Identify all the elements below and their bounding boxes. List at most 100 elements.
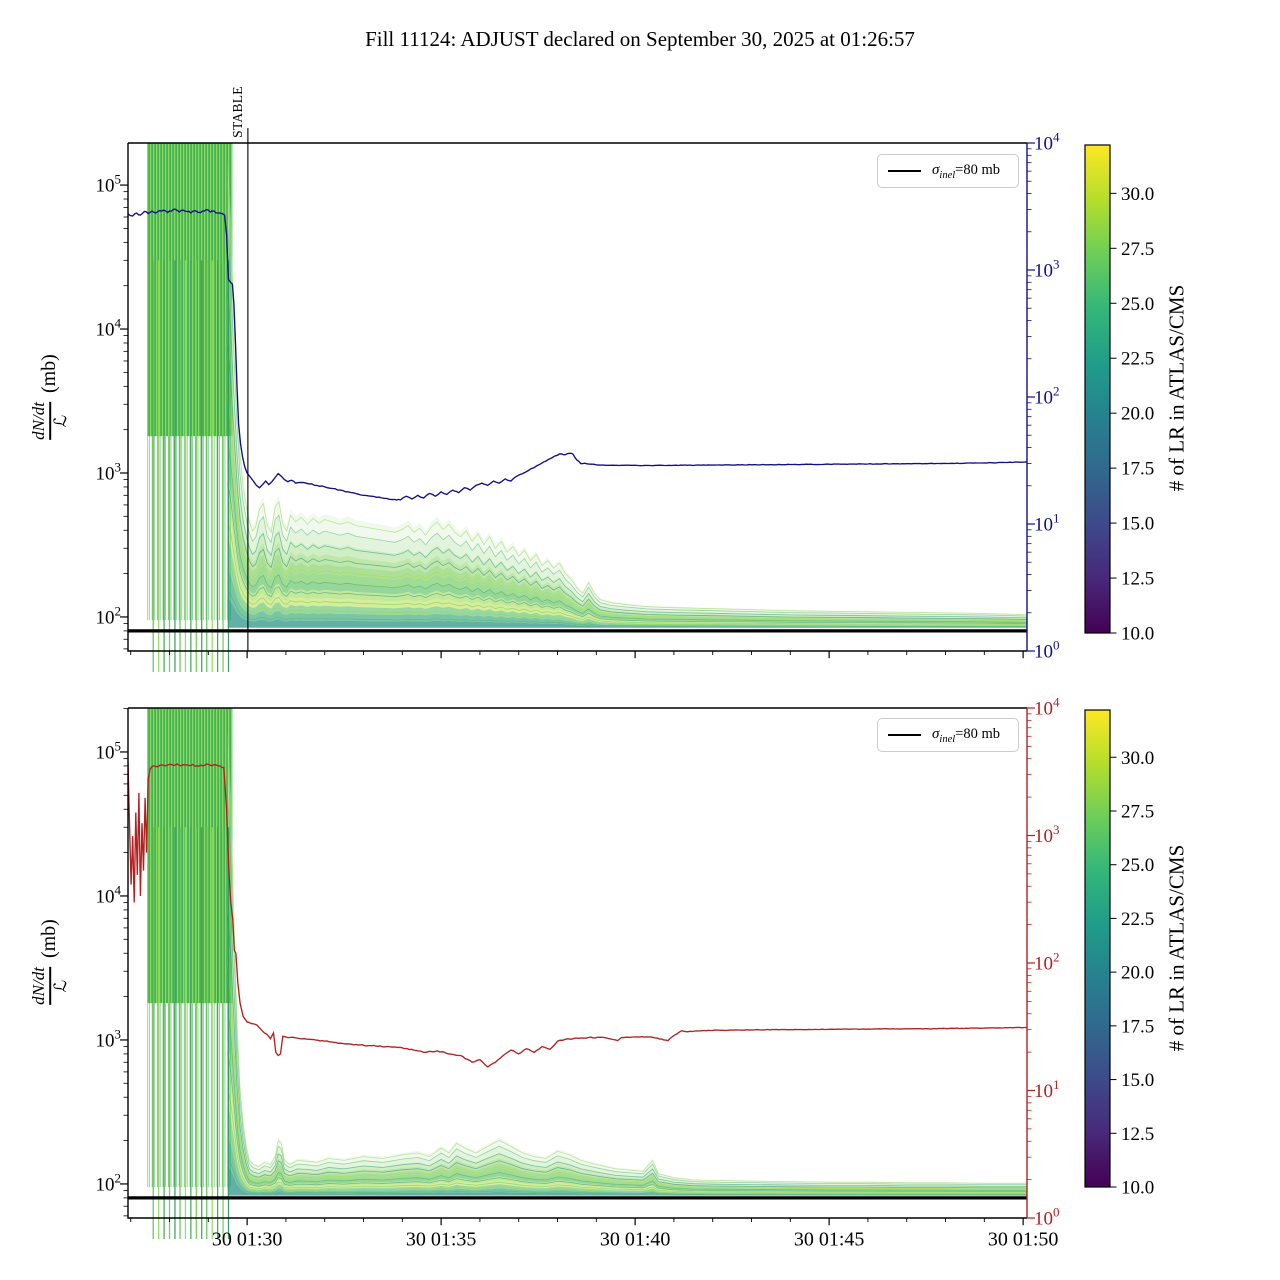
colorbar-tick-label: 15.0 <box>1121 514 1154 535</box>
colorbar-tick-label: 17.5 <box>1121 459 1154 480</box>
lr-strand <box>227 963 1027 1190</box>
panel-top-fills <box>147 143 1027 628</box>
panel-top-lines <box>128 208 1027 633</box>
right-tick-label: 103 <box>1034 257 1060 282</box>
lr-band-layer <box>227 852 1027 1188</box>
x-tick-label: 30 01:50 <box>988 1229 1059 1251</box>
figure-title: Fill 11124: ADJUST declared on September… <box>365 27 915 51</box>
lr-strand <box>227 1088 1027 1193</box>
lr-band-layer <box>227 803 1027 1187</box>
sigma-line-swatch <box>888 169 921 173</box>
colorbar-tick-label: 20.0 <box>1121 963 1154 984</box>
colorbar-tick-label: 22.5 <box>1121 349 1154 370</box>
colorbar-tick-label: 22.5 <box>1121 909 1154 930</box>
ylabel-numerator: dN/dt <box>29 967 49 1005</box>
lr-strand <box>227 482 1027 624</box>
colorbar-tick-label: 27.5 <box>1121 801 1154 822</box>
blue-line <box>128 208 1027 501</box>
y-axis-ticks: 102 103 104 105 <box>96 172 128 650</box>
lr-strand <box>227 1009 1027 1191</box>
lr-strand <box>227 183 1027 615</box>
y-axis-ticks: 102 103 104 105 <box>96 708 128 1217</box>
lr-strand <box>227 520 1027 625</box>
injection-dense-block <box>147 708 233 1004</box>
axes-spines <box>127 707 1027 1219</box>
ylabel-denominator: ℒ <box>50 979 71 993</box>
lr-band-layer <box>227 934 1027 1190</box>
legend-label: σinel=80 mb <box>932 726 1000 745</box>
y-tick-label: 104 <box>96 316 122 341</box>
y-axis-label-top: dN/dt ℒ (mb) <box>29 354 71 440</box>
colorbar-tick-label: 15.0 <box>1121 1070 1154 1091</box>
panel-bottom-fills <box>147 708 1027 1196</box>
legend-top: σinel=80 mb <box>877 154 1019 188</box>
y-axis-label-bottom: dN/dt ℒ (mb) <box>29 919 71 1005</box>
right-tick-label: 101 <box>1034 511 1060 536</box>
colorbar-gradient <box>1084 144 1111 634</box>
y-tick-label: 105 <box>96 172 122 197</box>
lr-strand <box>227 916 1027 1189</box>
colorbar-tick-label: 12.5 <box>1121 1124 1154 1145</box>
legend-value: =80 mb <box>955 161 1000 178</box>
legend-label: σinel=80 mb <box>932 162 1000 181</box>
colorbar-tick-label: 10.0 <box>1121 1178 1154 1199</box>
panel-bottom-lines <box>128 762 1027 1200</box>
lr-band-layer <box>227 895 1027 1189</box>
y-tick-label: 102 <box>96 1170 122 1195</box>
right-tick-label: 102 <box>1034 950 1060 975</box>
right-tick-label: 104 <box>1034 130 1060 155</box>
right-tick-label: 104 <box>1034 695 1060 720</box>
y-tick-label: 104 <box>96 882 122 907</box>
colorbar-tick-label: 20.0 <box>1121 404 1154 425</box>
legend-bottom: σinel=80 mb <box>877 718 1019 752</box>
lr-strand <box>227 590 1027 628</box>
x-tick-label: 30 01:30 <box>212 1229 283 1251</box>
colorbar-label-bottom: # of LR in ATLAS/CMS <box>1164 844 1189 1052</box>
lr-strand <box>227 440 1027 623</box>
lr-strand <box>227 557 1027 627</box>
legend-sigma: σ <box>932 161 940 178</box>
colorbar-tick-label: 30.0 <box>1121 184 1154 205</box>
right-axis-ticks: 100 101 102 103 104 <box>1027 130 1060 663</box>
right-tick-label: 101 <box>1034 1077 1060 1102</box>
ylabel-unit: (mb) <box>38 919 61 959</box>
lr-band-layer <box>227 971 1027 1191</box>
lr-strand <box>227 229 1027 617</box>
injection-stripes <box>152 827 230 1239</box>
x-tick-label: 30 01:40 <box>600 1229 671 1251</box>
lr-band-layer <box>227 598 1027 628</box>
colorbar-tick-label: 30.0 <box>1121 748 1154 769</box>
right-tick-label: 103 <box>1034 822 1060 847</box>
right-tick-label: 100 <box>1034 1205 1060 1230</box>
injection-stripes <box>152 260 230 672</box>
injection-dense-block <box>147 143 233 437</box>
ylabel-fraction: dN/dt ℒ <box>29 967 71 1005</box>
legend-sigma: σ <box>932 725 940 742</box>
ylabel-unit: (mb) <box>38 354 61 394</box>
legend-sigma-sub: inel <box>939 733 956 745</box>
ylabel-fraction: dN/dt ℒ <box>29 402 71 440</box>
y-tick-label: 103 <box>96 459 122 484</box>
lr-strand <box>227 290 1027 619</box>
x-tick-label: 30 01:35 <box>406 1229 477 1251</box>
x-axis-ticks: 30 01:30 30 01:35 30 01:40 30 01:45 30 01:50 <box>130 1218 1059 1251</box>
right-axis-ticks: 100 101 102 103 104 <box>1027 695 1060 1230</box>
axes-spines <box>127 142 1027 652</box>
right-tick-label: 102 <box>1034 384 1060 409</box>
lr-strand <box>227 1158 1027 1195</box>
colorbar-bottom: 10.0 12.5 15.0 17.5 20.0 22.5 25.0 27.5 30.0 <box>1084 709 1154 1199</box>
colorbar-tick-label: 25.0 <box>1121 294 1154 315</box>
y-tick-label: 103 <box>96 1026 122 1051</box>
y-tick-label: 102 <box>96 603 122 628</box>
right-tick-label: 100 <box>1034 638 1060 663</box>
colorbar-gradient <box>1084 709 1111 1188</box>
sigma-line-swatch <box>888 733 921 737</box>
y-tick-label: 105 <box>96 738 122 763</box>
injection-comb <box>147 1003 233 1188</box>
lr-strand <box>227 800 1027 1185</box>
colorbar-tick-label: 17.5 <box>1121 1016 1154 1037</box>
ylabel-denominator: ℒ <box>50 414 71 428</box>
legend-value: =80 mb <box>955 725 1000 742</box>
